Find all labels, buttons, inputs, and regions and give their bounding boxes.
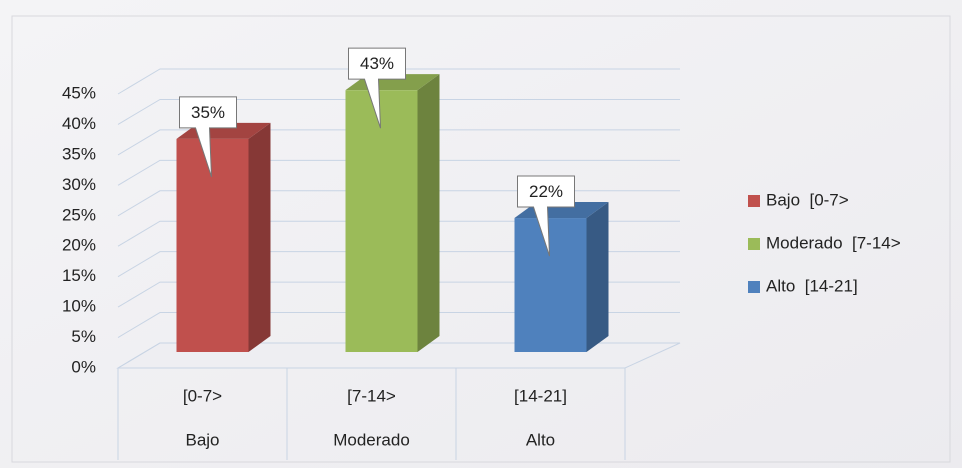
y-tick-label: 40% bbox=[62, 114, 96, 133]
grid-line bbox=[117, 342, 680, 369]
bar-side bbox=[586, 202, 609, 352]
x-group-label: Moderado bbox=[333, 430, 410, 449]
grid-line bbox=[117, 68, 680, 95]
grid-line bbox=[117, 129, 680, 156]
y-tick-label: 10% bbox=[62, 297, 96, 316]
y-tick-label: 30% bbox=[62, 175, 96, 194]
legend-swatch bbox=[748, 238, 760, 250]
grid-line bbox=[117, 159, 680, 186]
bar bbox=[514, 218, 587, 352]
y-tick-label: 15% bbox=[62, 266, 96, 285]
x-tick-label: [14-21] bbox=[514, 386, 567, 405]
grid-line bbox=[117, 190, 680, 217]
grid-line bbox=[117, 251, 680, 278]
legend-label: Moderado [7-14> bbox=[766, 233, 901, 252]
x-group-label: Bajo bbox=[185, 430, 219, 449]
grid-line bbox=[117, 98, 680, 125]
bar-side bbox=[248, 122, 271, 352]
y-tick-label: 25% bbox=[62, 205, 96, 224]
legend-swatch bbox=[748, 281, 760, 293]
x-group-label: Alto bbox=[526, 430, 555, 449]
bar bbox=[176, 138, 249, 352]
callout bbox=[517, 175, 575, 257]
y-tick-label: 35% bbox=[62, 144, 96, 163]
legend-label: Bajo [0-7> bbox=[766, 190, 849, 209]
bar-side bbox=[417, 74, 440, 352]
x-tick-label: [7-14> bbox=[347, 386, 396, 405]
y-tick-label: 20% bbox=[62, 236, 96, 255]
x-tick-label: [0-7> bbox=[183, 386, 222, 405]
data-label: 43% bbox=[360, 54, 394, 73]
grid-line bbox=[117, 281, 680, 308]
chart-frame bbox=[11, 15, 951, 463]
callout bbox=[348, 47, 406, 129]
y-tick-label: 45% bbox=[62, 83, 96, 102]
callout bbox=[179, 96, 237, 178]
grid-line bbox=[117, 220, 680, 247]
data-label: 22% bbox=[529, 182, 563, 201]
grid-line bbox=[117, 312, 680, 338]
bar bbox=[345, 90, 418, 352]
y-tick-label: 5% bbox=[71, 327, 96, 346]
y-tick-label: 0% bbox=[71, 357, 96, 376]
data-label: 35% bbox=[191, 103, 225, 122]
legend-label: Alto [14-21] bbox=[766, 276, 858, 295]
legend-swatch bbox=[748, 195, 760, 207]
